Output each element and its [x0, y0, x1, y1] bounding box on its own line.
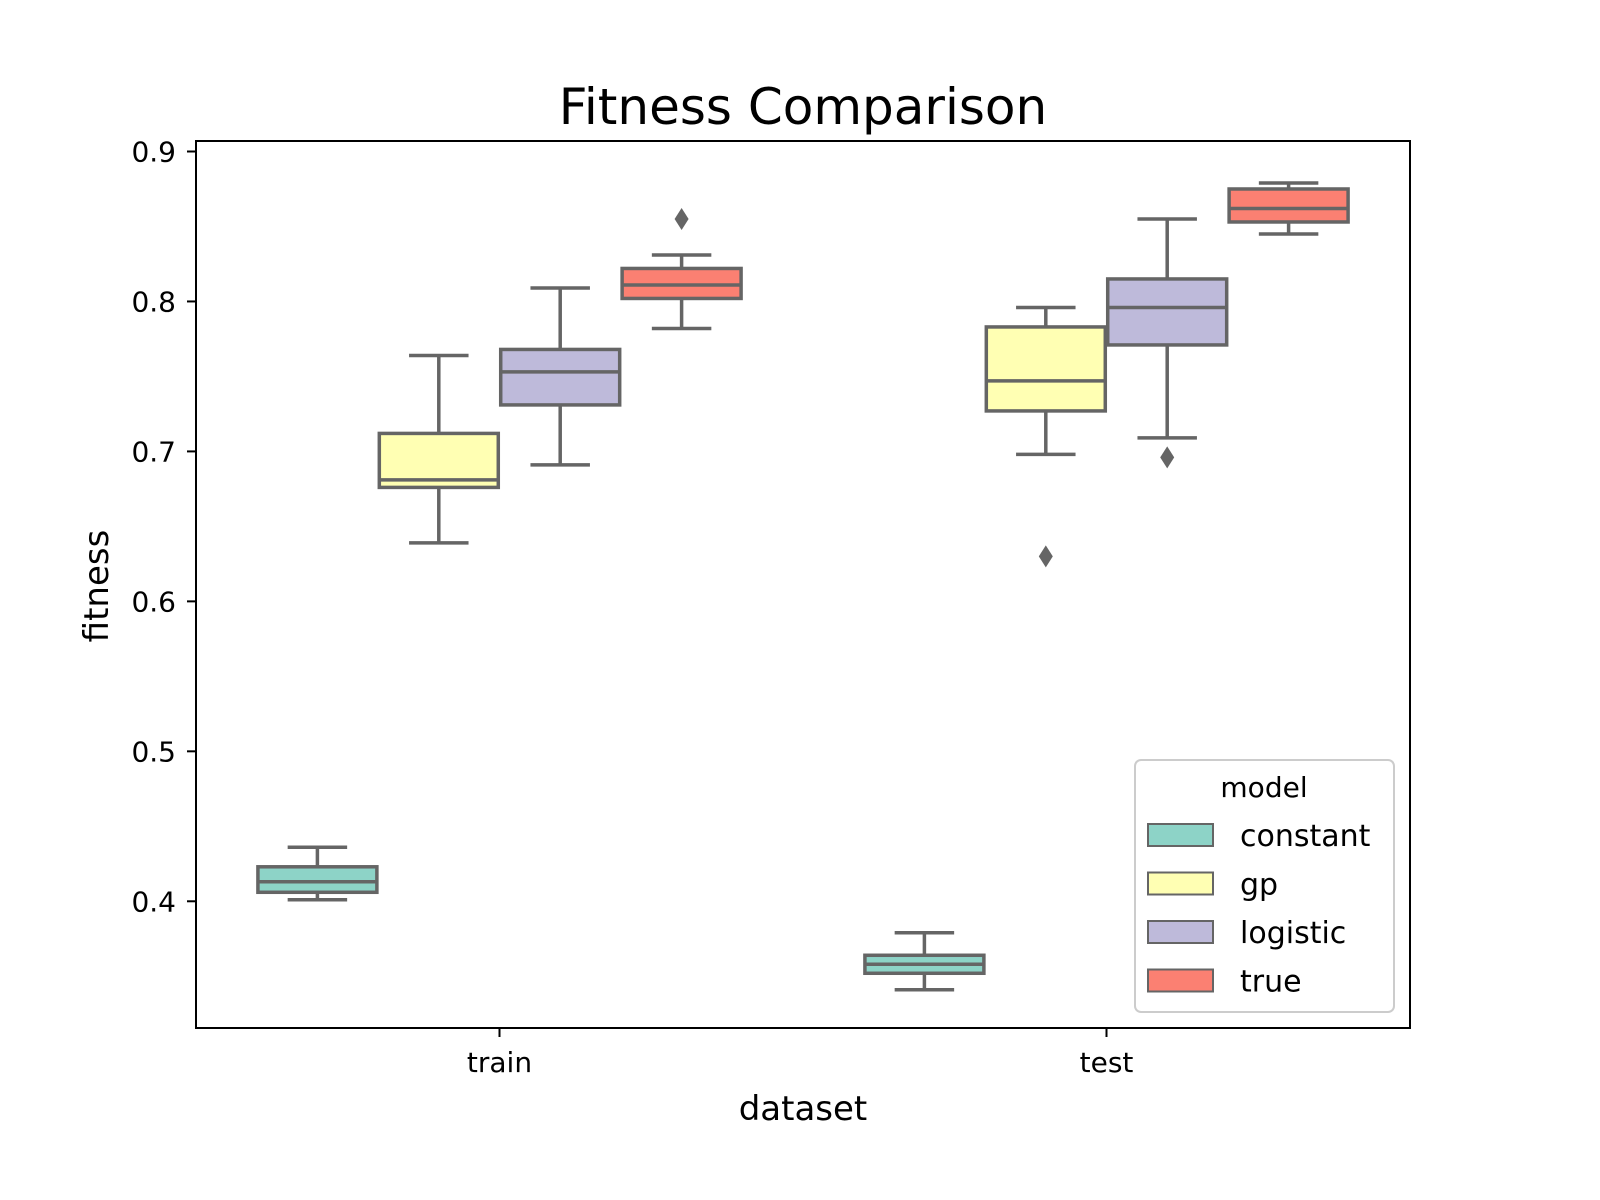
- legend-title: model: [1220, 771, 1307, 804]
- plot-area: [256, 181, 1350, 992]
- y-tick-label: 0.6: [131, 585, 176, 618]
- box-body: [1105, 277, 1229, 347]
- y-axis-label: fitness: [77, 530, 117, 643]
- box-logistic-train: [498, 286, 622, 467]
- box-constant-train: [256, 845, 379, 902]
- y-tick-label: 0.9: [131, 135, 176, 168]
- legend-item-gp: gp: [1147, 868, 1278, 903]
- plot-frame: [195, 140, 1411, 1029]
- legend-swatch: [1147, 968, 1214, 993]
- box-body: [498, 347, 622, 407]
- legend-item-true: true: [1147, 965, 1302, 1000]
- legend-label: constant: [1240, 819, 1371, 854]
- legend-item-logistic: logistic: [1147, 916, 1346, 951]
- y-tick-label: 0.4: [131, 885, 176, 918]
- axes: 0.4 0.5 0.6 0.7 0.8 0.9 train test: [131, 135, 1133, 1079]
- chart-title: Fitness Comparison: [559, 78, 1047, 136]
- y-tick-label: 0.8: [131, 285, 176, 318]
- legend-label: logistic: [1240, 916, 1346, 951]
- legend-swatch: [1147, 823, 1214, 847]
- x-tick-label: train: [467, 1046, 532, 1079]
- legend-swatch: [1147, 920, 1214, 944]
- outlier-point: [1038, 545, 1053, 568]
- box-body: [1227, 187, 1350, 224]
- box-gp-test: [984, 305, 1108, 568]
- legend-label: true: [1240, 965, 1302, 1000]
- box-true-test: [1227, 181, 1350, 236]
- box-body: [984, 325, 1108, 413]
- box-constant-test: [863, 931, 986, 992]
- outlier-point: [674, 207, 689, 230]
- box-logistic-test: [1105, 217, 1229, 469]
- box-body: [256, 865, 379, 895]
- legend-item-constant: constant: [1147, 819, 1371, 854]
- y-tick-label: 0.7: [131, 435, 176, 468]
- x-tick-label: test: [1080, 1046, 1134, 1079]
- legend: model constant gp logistic true: [1134, 759, 1395, 1013]
- box-gp-train: [377, 353, 501, 545]
- legend-label: gp: [1240, 868, 1278, 903]
- outlier-point: [1160, 446, 1175, 469]
- box-true-train: [620, 207, 743, 331]
- legend-swatch: [1147, 871, 1214, 896]
- x-axis-label: dataset: [739, 1089, 868, 1129]
- y-tick-label: 0.5: [131, 735, 176, 768]
